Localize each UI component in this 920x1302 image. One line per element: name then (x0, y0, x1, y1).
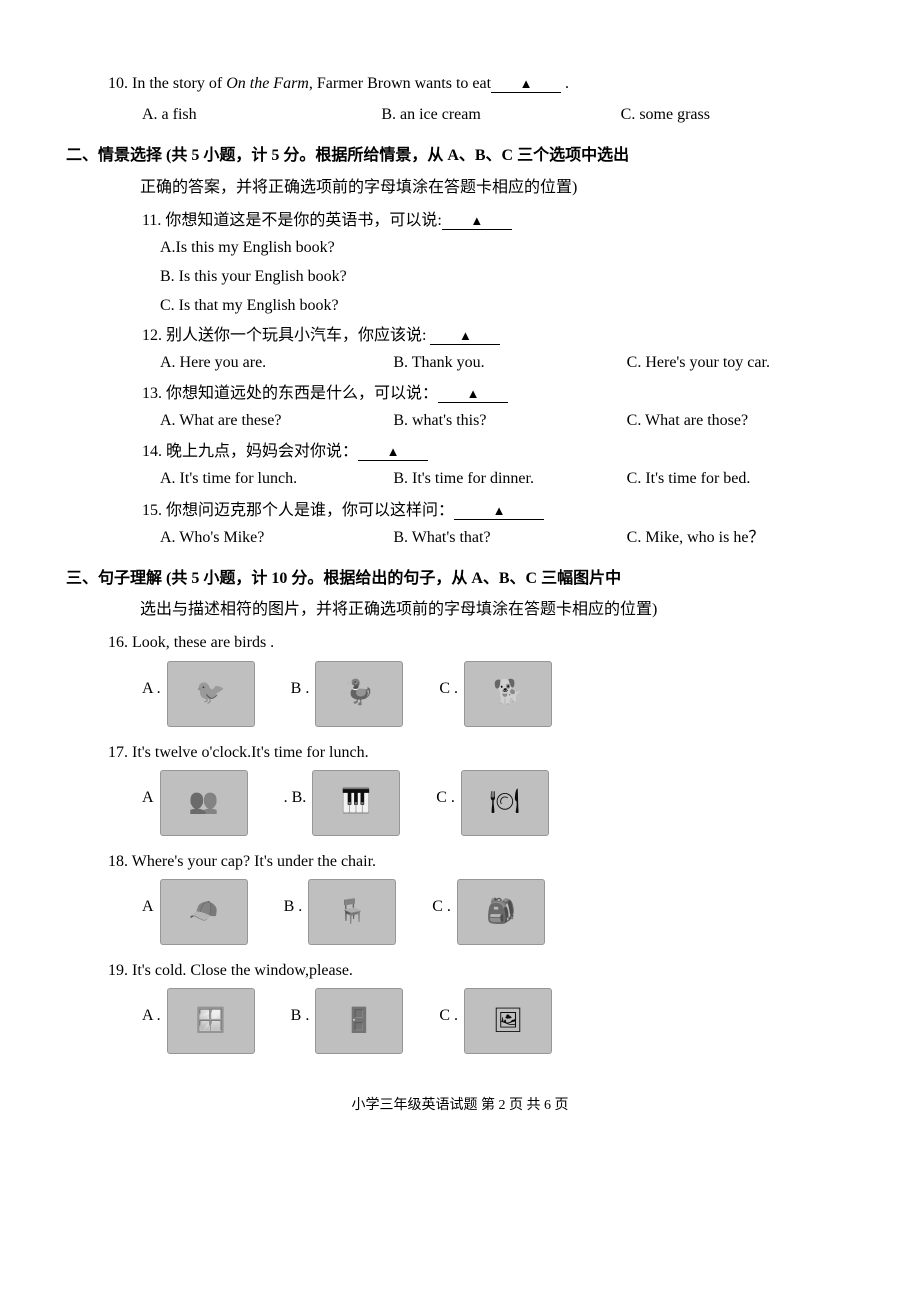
q14-optB: B. It's time for dinner. (393, 465, 626, 492)
q12-options: A. Here you are. B. Thank you. C. Here's… (160, 349, 860, 376)
q12-optA: A. Here you are. (160, 349, 393, 376)
blank: ▲ (442, 213, 512, 230)
q10-optA: A. a fish (142, 101, 381, 128)
q18-options: A 🧢 B . 🪑 C . 🎒 (142, 879, 860, 945)
ducks-icon: 🦆 (315, 661, 403, 727)
q17-optA: A 👥 (142, 770, 248, 836)
q11-optA: A.Is this my English book? (160, 234, 860, 261)
window-open-icon: 🪟 (167, 988, 255, 1054)
q19-options: A . 🪟 B . 🚪 C . 🖼 (142, 988, 860, 1054)
bag-icon: 🎒 (457, 879, 545, 945)
door-icon: 🚪 (315, 988, 403, 1054)
page-footer: 小学三年级英语试题 第 2 页 共 6 页 (60, 1094, 860, 1118)
q16-optC: C . 🐕 (439, 661, 552, 727)
chair-icon: 🪑 (308, 879, 396, 945)
birds-icon: 🐦 (167, 661, 255, 727)
q17-options: A 👥 . B. 🎹 C . 🍽 (142, 770, 860, 836)
dogs-icon: 🐕 (464, 661, 552, 727)
q13-optB: B. what's this? (393, 407, 626, 434)
q13-optA: A. What are these? (160, 407, 393, 434)
q19-optB: B . 🚪 (291, 988, 404, 1054)
q15-options: A. Who's Mike? B. What's that? C. Mike, … (160, 524, 860, 551)
q17-optC: C . 🍽 (436, 770, 549, 836)
q15-optA: A. Who's Mike? (160, 524, 393, 551)
q15-optB: B. What's that? (393, 524, 626, 551)
section3-title: 三、句子理解 (共 5 小题，计 10 分。根据给出的句子，从 A、B、C 三幅… (66, 565, 860, 592)
blank: ▲ (358, 444, 428, 461)
window-close-icon: 🖼 (464, 988, 552, 1054)
question-11: 11. 你想知道这是不是你的英语书，可以说:▲ (142, 207, 860, 234)
question-14: 14. 晚上九点，妈妈会对你说：▲ (142, 438, 860, 465)
q10-suffix: , Farmer Brown wants to eat (309, 75, 491, 92)
blank: ▲ (430, 328, 500, 345)
q11-optB: B. Is this your English book? (160, 263, 860, 290)
q11-optC: C. Is that my English book? (160, 292, 860, 319)
q11-options: A.Is this my English book? B. Is this yo… (160, 234, 860, 320)
q18-optB: B . 🪑 (284, 879, 397, 945)
section3-sub: 选出与描述相符的图片，并将正确选项前的字母填涂在答题卡相应的位置) (140, 596, 860, 623)
question-18: 18. Where's your cap? It's under the cha… (108, 848, 860, 875)
lunch-icon: 🍽 (461, 770, 549, 836)
q10-prefix: 10. In the story of (108, 75, 226, 92)
q19-optA: A . 🪟 (142, 988, 255, 1054)
q14-options: A. It's time for lunch. B. It's time for… (160, 465, 860, 492)
blank: ▲ (491, 76, 561, 93)
q13-options: A. What are these? B. what's this? C. Wh… (160, 407, 860, 434)
question-12: 12. 别人送你一个玩具小汽车，你应该说: ▲ (142, 322, 860, 349)
question-16: 16. Look, these are birds . (108, 629, 860, 656)
q12-optB: B. Thank you. (393, 349, 626, 376)
q16-optB: B . 🦆 (291, 661, 404, 727)
cap-icon: 🧢 (160, 879, 248, 945)
q18-optC: C . 🎒 (432, 879, 545, 945)
q14-optA: A. It's time for lunch. (160, 465, 393, 492)
q16-options: A . 🐦 B . 🦆 C . 🐕 (142, 661, 860, 727)
q19-optC: C . 🖼 (439, 988, 552, 1054)
q10-period: . (561, 75, 569, 92)
blank: ▲ (438, 386, 508, 403)
question-17: 17. It's twelve o'clock.It's time for lu… (108, 739, 860, 766)
q10-options: A. a fish B. an ice cream C. some grass (142, 101, 860, 128)
q12-optC: C. Here's your toy car. (627, 349, 860, 376)
section2-sub: 正确的答案，并将正确选项前的字母填涂在答题卡相应的位置) (140, 174, 860, 201)
question-19: 19. It's cold. Close the window,please. (108, 957, 860, 984)
question-13: 13. 你想知道远处的东西是什么，可以说：▲ (142, 380, 860, 407)
tv-icon: 👥 (160, 770, 248, 836)
q10-optB: B. an ice cream (381, 101, 620, 128)
q15-optC: C. Mike, who is he？ (627, 524, 860, 551)
q10-optC: C. some grass (621, 101, 860, 128)
q16-optA: A . 🐦 (142, 661, 255, 727)
section2-title: 二、情景选择 (共 5 小题，计 5 分。根据所给情景，从 A、B、C 三个选项… (66, 142, 860, 169)
question-10: 10. In the story of On the Farm, Farmer … (108, 70, 860, 97)
blank: ▲ (454, 503, 544, 520)
q17-optB: . B. 🎹 (284, 770, 401, 836)
q14-optC: C. It's time for bed. (627, 465, 860, 492)
q10-title: On the Farm (226, 75, 309, 92)
q18-optA: A 🧢 (142, 879, 248, 945)
q13-optC: C. What are those? (627, 407, 860, 434)
piano-icon: 🎹 (312, 770, 400, 836)
question-15: 15. 你想问迈克那个人是谁，你可以这样问：▲ (142, 497, 860, 524)
